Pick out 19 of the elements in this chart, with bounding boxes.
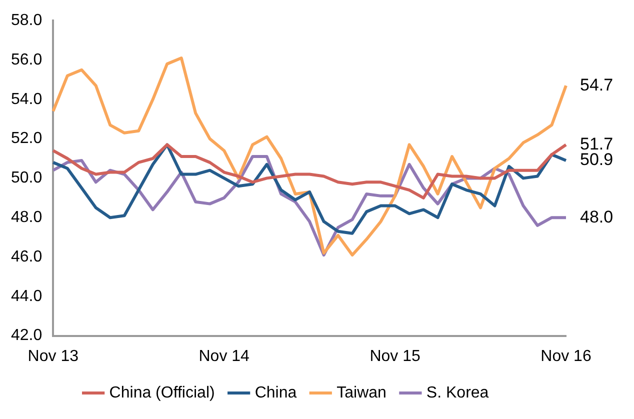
x-tick-label: Nov 15 — [370, 348, 420, 365]
y-tick-label: 46.0 — [11, 248, 42, 266]
y-tick-label: 52.0 — [11, 130, 42, 148]
legend-label: China — [254, 384, 297, 402]
y-tick-label: 50.0 — [11, 170, 42, 187]
y-tick-label: 44.0 — [11, 288, 42, 305]
legend-label: S. Korea — [426, 384, 489, 402]
x-tick-label: Nov 13 — [28, 348, 79, 365]
data-label: 54.7 — [580, 75, 614, 94]
legend-label: Taiwan — [336, 384, 386, 402]
data-label: 48.0 — [580, 207, 614, 226]
y-tick-label: 48.0 — [11, 209, 42, 226]
y-tick-label: 42.0 — [11, 327, 42, 344]
legend-label: China (Official) — [109, 384, 215, 402]
x-tick-label: Nov 16 — [540, 348, 592, 365]
y-tick-label: 54.0 — [11, 90, 42, 108]
y-tick-label: 56.0 — [11, 51, 42, 68]
x-tick-label: Nov 14 — [198, 348, 250, 365]
y-tick-label: 58.0 — [11, 12, 42, 30]
